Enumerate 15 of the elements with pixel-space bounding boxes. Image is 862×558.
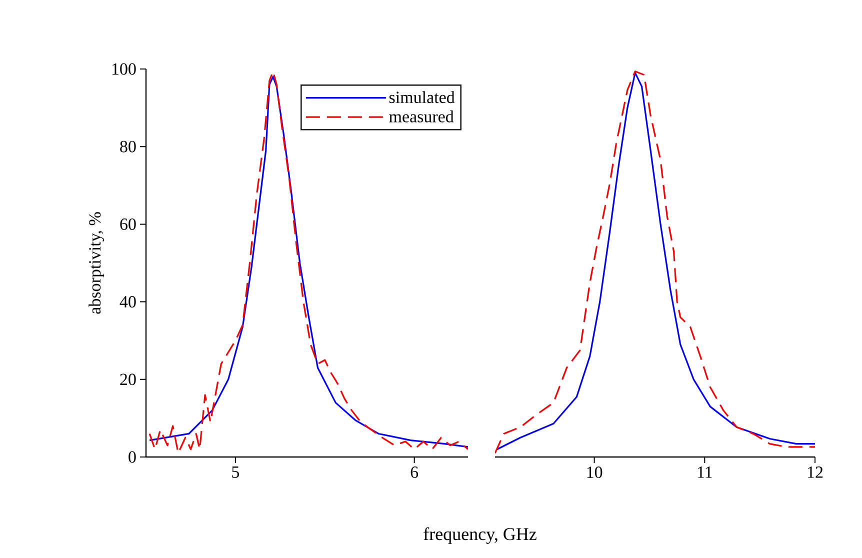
- x-tick-label: 5: [232, 466, 240, 478]
- legend-label: simulated: [389, 91, 455, 104]
- x-tick-label: 6: [410, 466, 418, 478]
- x-tick-label: 11: [698, 466, 712, 478]
- y-tick-label: 80: [120, 140, 136, 152]
- y-axis-title: absorptivity, %: [88, 212, 104, 314]
- y-tick-label: 60: [120, 218, 136, 230]
- x-tick-label: 12: [808, 466, 823, 478]
- legend-label: measured: [389, 110, 454, 122]
- y-tick-label: 20: [120, 374, 136, 386]
- y-tick-label: 100: [112, 63, 136, 75]
- y-tick-label: 40: [120, 296, 136, 308]
- y-tick-label: 0: [128, 451, 136, 463]
- x-tick-label: 10: [587, 466, 602, 478]
- x-axis-title: frequency, GHz: [424, 527, 536, 544]
